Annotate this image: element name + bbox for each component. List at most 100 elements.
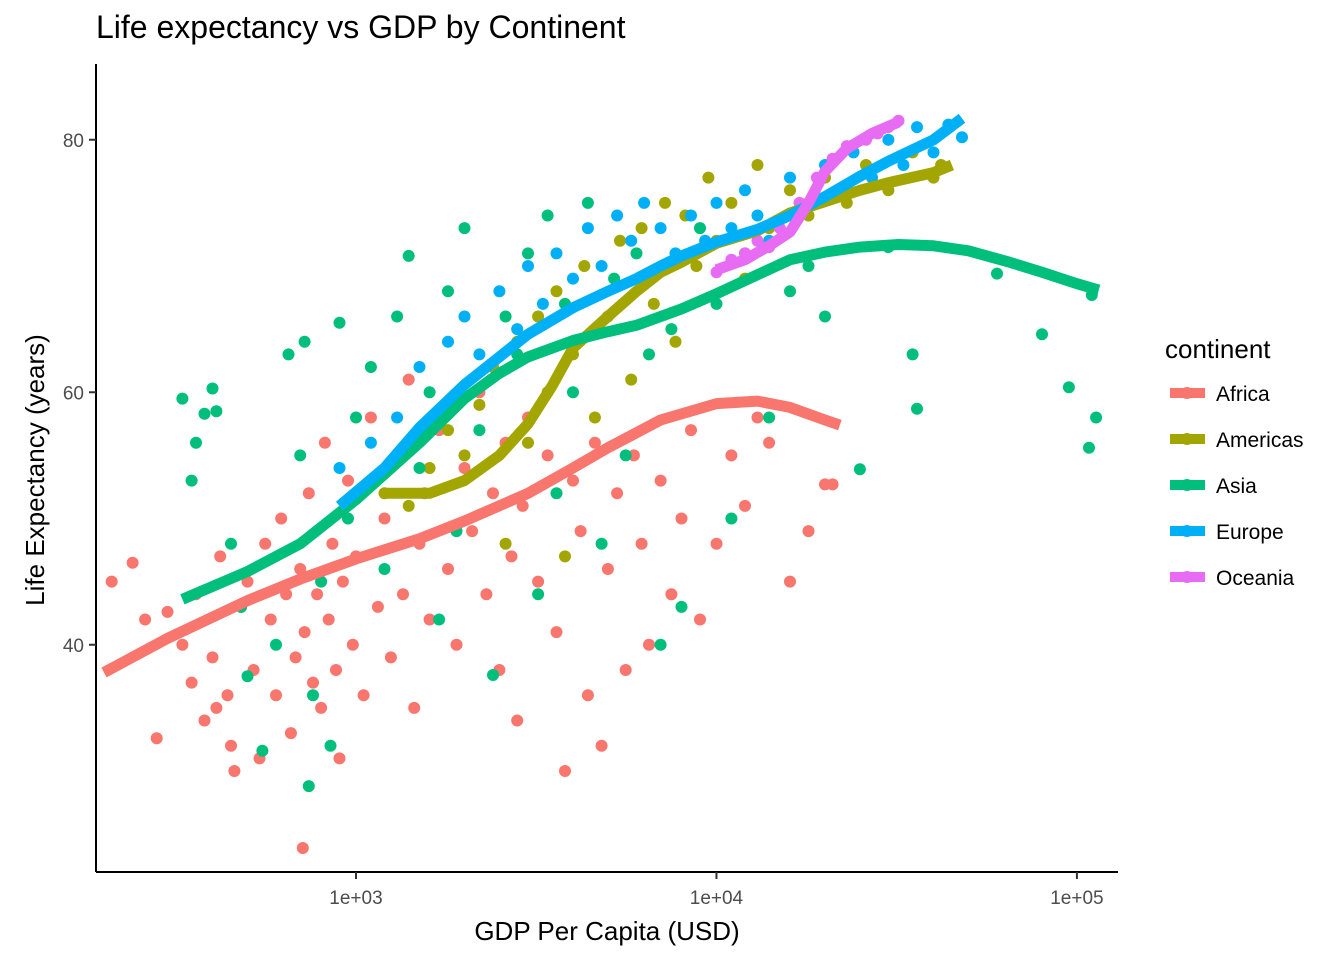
legend-title: continent [1165,334,1271,364]
trend-line-oceania [714,117,901,275]
point-asia [725,512,738,525]
point-asia [342,512,354,525]
point-africa [302,487,315,500]
point-africa [307,676,319,689]
point-africa [357,689,370,702]
axes: 1e+03 1e+04 1e+05 40 60 80 [63,64,1118,909]
point-asia [315,575,328,588]
point-asia [391,310,404,323]
point-americas [458,449,471,462]
point-asia [819,310,831,323]
point-americas [635,222,648,235]
point-americas [614,234,626,247]
point-africa [161,605,174,618]
point-asia [225,537,237,550]
point-asia [906,348,919,361]
point-europe [458,310,471,323]
point-europe [927,146,940,159]
point-americas [702,171,715,184]
point-africa [408,701,421,714]
legend-label-africa: Africa [1216,383,1270,406]
series-points-asia [176,196,1103,793]
point-asia [643,348,655,361]
point-africa [574,525,587,538]
point-americas [588,411,601,424]
point-asia [694,222,706,235]
point-africa [384,651,397,664]
point-africa [221,689,234,702]
point-africa [480,588,493,601]
point-africa [611,487,624,500]
point-americas [402,499,415,512]
point-europe [550,247,563,260]
point-europe [473,348,486,361]
point-asia [442,285,454,298]
point-europe [784,171,796,184]
point-africa [559,765,571,777]
point-africa [784,575,796,588]
point-africa [665,588,678,601]
point-europe [522,260,534,272]
point-europe [493,285,506,298]
point-africa [342,474,354,487]
point-africa [466,525,479,538]
point-americas [522,436,534,449]
point-africa [294,563,307,575]
point-europe [567,272,579,285]
point-africa [619,664,632,676]
point-asia [532,588,545,601]
point-europe [911,121,923,134]
point-africa [315,701,328,714]
point-asia [402,249,415,262]
legend-item-africa: Africa [1170,383,1270,406]
x-tick-label: 1e+03 [329,888,382,909]
point-asia [270,638,282,651]
point-africa [581,689,594,702]
legend-key-dot-africa [1181,387,1193,399]
point-asia [176,392,189,405]
point-asia [190,436,202,449]
series-points-americas [378,146,948,563]
point-asia [364,361,377,373]
point-asia [1090,411,1103,424]
point-africa [105,575,118,588]
point-africa [296,842,309,854]
point-africa [364,411,377,424]
point-africa [751,411,764,424]
plot-panel [101,113,1103,854]
y-tick-label: 40 [63,636,84,657]
point-africa [654,474,667,487]
point-africa [259,537,272,550]
point-africa [150,732,163,745]
point-europe [654,222,667,235]
point-europe [685,209,697,222]
point-africa [210,701,223,714]
point-americas [725,196,738,209]
legend-key-dot-asia [1181,479,1193,491]
point-asia [487,669,499,681]
point-africa [511,714,524,727]
point-africa [423,613,436,626]
legend-key-dot-oceania [1181,571,1193,583]
point-americas [690,260,703,272]
point-asia [1083,441,1095,454]
point-africa [397,588,409,601]
point-asia [522,247,534,260]
point-americas [578,260,591,272]
point-asia [630,247,643,260]
point-asia [423,386,436,399]
point-asia [302,780,315,793]
point-americas [659,196,671,209]
point-africa [710,537,723,550]
point-africa [643,638,655,651]
point-africa [442,563,454,575]
point-americas [532,310,545,323]
legend-items: Africa Americas Asia Europe Oceania [1170,383,1304,590]
legend-label-americas: Americas [1216,429,1304,452]
point-africa [214,550,227,563]
point-asia [675,600,688,613]
point-europe [581,222,594,235]
point-africa [318,436,331,449]
point-africa [206,651,219,664]
